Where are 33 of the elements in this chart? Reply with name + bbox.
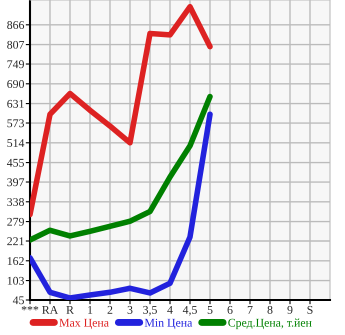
y-tick-label: 221 [7,237,24,246]
x-tick-label: 1 [88,306,92,314]
x-tick-label: 6 [228,306,233,314]
x-tick-label: 8 [268,306,272,314]
y-tick-label: 397 [7,178,24,186]
x-tick-label: 3 [128,306,132,314]
legend-label: Min Цена [144,318,192,330]
x-tick-label: S [308,306,313,314]
y-tick-label: 162 [8,257,24,265]
x-tick-label: 4 [167,306,173,314]
y-tick-label: 690 [7,80,24,88]
x-tick-label: R [66,306,74,314]
y-tick-label: 573 [7,119,24,128]
y-tick-label: 866 [7,21,24,30]
legend-label: Max Цена [59,318,109,330]
x-tick-label: 7 [248,306,253,314]
x-tick-label: 2 [108,306,112,314]
x-tick-label: 3,5 [143,306,157,316]
y-tick-label: 749 [8,60,24,68]
x-tick-label: 4,5 [182,306,197,316]
y-tick-label: 279 [7,218,24,226]
y-tick-label: 45 [12,296,24,304]
x-tick-label: 9 [287,306,292,314]
y-tick-label: 103 [8,276,24,285]
y-tick-label: 455 [6,158,24,167]
x-tick-label: 5 [208,306,212,314]
y-tick-label: 514 [7,139,24,148]
y-tick-label: 807 [7,40,24,49]
legend-label: Сред.Цена, т.йен [228,318,312,330]
y-tick-label: 631 [7,100,24,108]
x-tick-label: *** [22,306,38,310]
x-tick-label: RA [42,306,58,314]
y-tick-label: 338 [7,198,24,206]
